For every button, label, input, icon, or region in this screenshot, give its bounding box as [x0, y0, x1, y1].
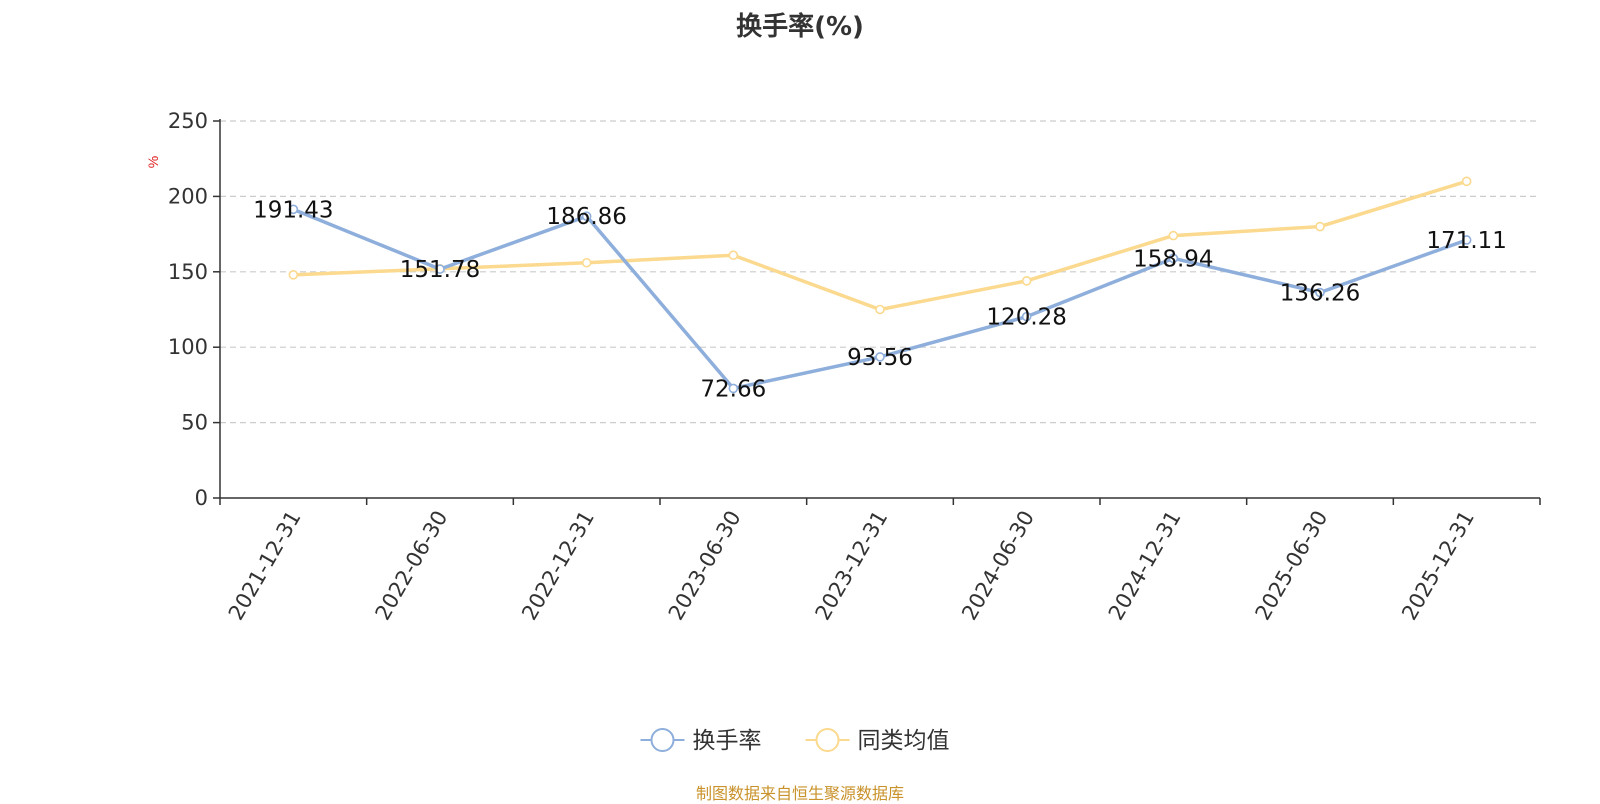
data-point [288, 204, 299, 215]
y-tick-label: 0 [195, 486, 208, 510]
data-point [728, 250, 739, 261]
data-label: 158.94 [1133, 246, 1213, 272]
y-tick-labels: 0 50 100 150 200 250 [168, 109, 208, 510]
series-lines: 191.43 151.78 186.86 72.66 93.56 120.28 158.94… [253, 176, 1507, 402]
data-point [728, 383, 739, 394]
data-point [875, 304, 885, 315]
data-label: 186.86 [546, 204, 626, 230]
y-tick-label: 50 [181, 411, 208, 435]
data-point [875, 352, 885, 362]
data-label: 191.43 [253, 197, 333, 223]
x-tick-label: 2021-12-31 [224, 507, 306, 625]
data-label: 151.78 [400, 257, 480, 283]
legend[interactable]: 换手率 同类均值 [640, 728, 950, 754]
data-label: 136.26 [1280, 281, 1360, 307]
legend-marker-icon [650, 728, 675, 752]
data-point [1315, 221, 1325, 232]
data-point [1021, 311, 1032, 322]
y-tick-label: 100 [168, 335, 208, 359]
data-point [1315, 287, 1325, 298]
legend-item[interactable]: 同类均值 [805, 728, 950, 754]
legend-label: 同类均值 [858, 728, 950, 754]
legend-item[interactable]: 换手率 [640, 728, 762, 754]
x-tick-label: 2025-06-30 [1251, 507, 1333, 625]
y-tick-label: 250 [168, 109, 208, 133]
x-tick-label: 2022-06-30 [371, 507, 453, 625]
data-point [1168, 253, 1179, 264]
legend-marker-icon [815, 728, 840, 752]
data-point [1168, 230, 1179, 241]
data-point [1461, 235, 1472, 245]
data-source-note: 制图数据来自恒生聚源数据库 [695, 784, 904, 803]
x-tick-label: 2023-06-30 [664, 507, 746, 625]
data-point [581, 211, 592, 222]
data-point [1021, 276, 1032, 286]
legend-label: 换手率 [693, 728, 762, 754]
data-label: 72.66 [700, 376, 766, 402]
data-point [288, 270, 299, 280]
y-tick-label: 200 [168, 184, 208, 208]
axes [213, 119, 1541, 505]
data-label: 171.11 [1426, 228, 1506, 254]
x-tick-label: 2025-12-31 [1397, 507, 1479, 625]
data-label: 93.56 [847, 345, 913, 371]
data-point [435, 264, 445, 274]
line-chart: 0 50 100 150 200 250 2021-12-31 2022-06-30 2022… [145, 109, 1541, 754]
x-tick-label: 2024-06-30 [957, 507, 1039, 625]
y-axis-label: % [145, 156, 161, 168]
x-tick-label: 2024-12-31 [1104, 507, 1186, 625]
chart-title: 换手率(%) [736, 12, 864, 42]
x-tick-labels: 2021-12-31 2022-06-30 2022-12-31 2023-06-30… [224, 507, 1479, 625]
data-label: 120.28 [986, 305, 1066, 331]
data-point [581, 257, 592, 268]
data-point [1461, 176, 1472, 187]
x-tick-label: 2023-12-31 [811, 507, 893, 625]
y-tick-label: 150 [168, 260, 208, 284]
x-tick-label: 2022-12-31 [517, 507, 599, 625]
